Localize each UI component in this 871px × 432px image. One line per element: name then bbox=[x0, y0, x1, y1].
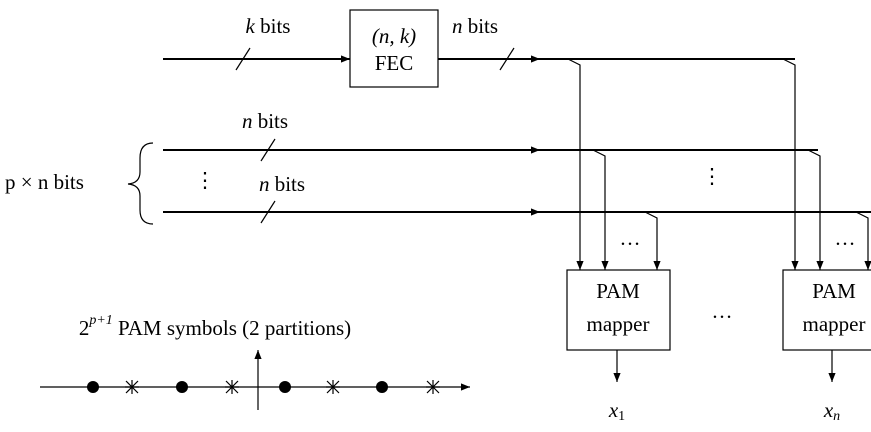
mapper-label: mapper bbox=[587, 312, 650, 336]
row-label: n bits bbox=[242, 109, 288, 133]
output-label: n bits bbox=[452, 14, 498, 38]
constellation-title: 2p+1 PAM symbols (2 partitions) bbox=[79, 313, 351, 340]
mapper-label: PAM bbox=[596, 279, 640, 303]
fec-path bbox=[163, 9, 795, 88]
taps bbox=[567, 58, 871, 270]
hdots: … bbox=[620, 226, 641, 250]
fec-name: FEC bbox=[375, 51, 414, 75]
input-label: k bits bbox=[246, 14, 291, 38]
row-label: n bits bbox=[259, 172, 305, 196]
mapper-label: mapper bbox=[803, 312, 866, 336]
output-label: xn bbox=[823, 398, 840, 424]
vdots: ⋮ bbox=[702, 164, 723, 188]
row-lines bbox=[163, 138, 871, 224]
brace bbox=[127, 142, 154, 225]
hdots: … bbox=[712, 299, 733, 323]
group-label: p × n bits bbox=[5, 170, 84, 194]
mapper-label: PAM bbox=[812, 279, 856, 303]
hdots: … bbox=[835, 226, 856, 250]
mapper-box bbox=[566, 269, 671, 351]
vdots: ⋮ bbox=[195, 168, 216, 192]
fec-title: (n, k) bbox=[372, 24, 416, 48]
constellation bbox=[40, 350, 470, 410]
output-label: x1 bbox=[608, 398, 625, 424]
mapper-box bbox=[782, 269, 871, 351]
